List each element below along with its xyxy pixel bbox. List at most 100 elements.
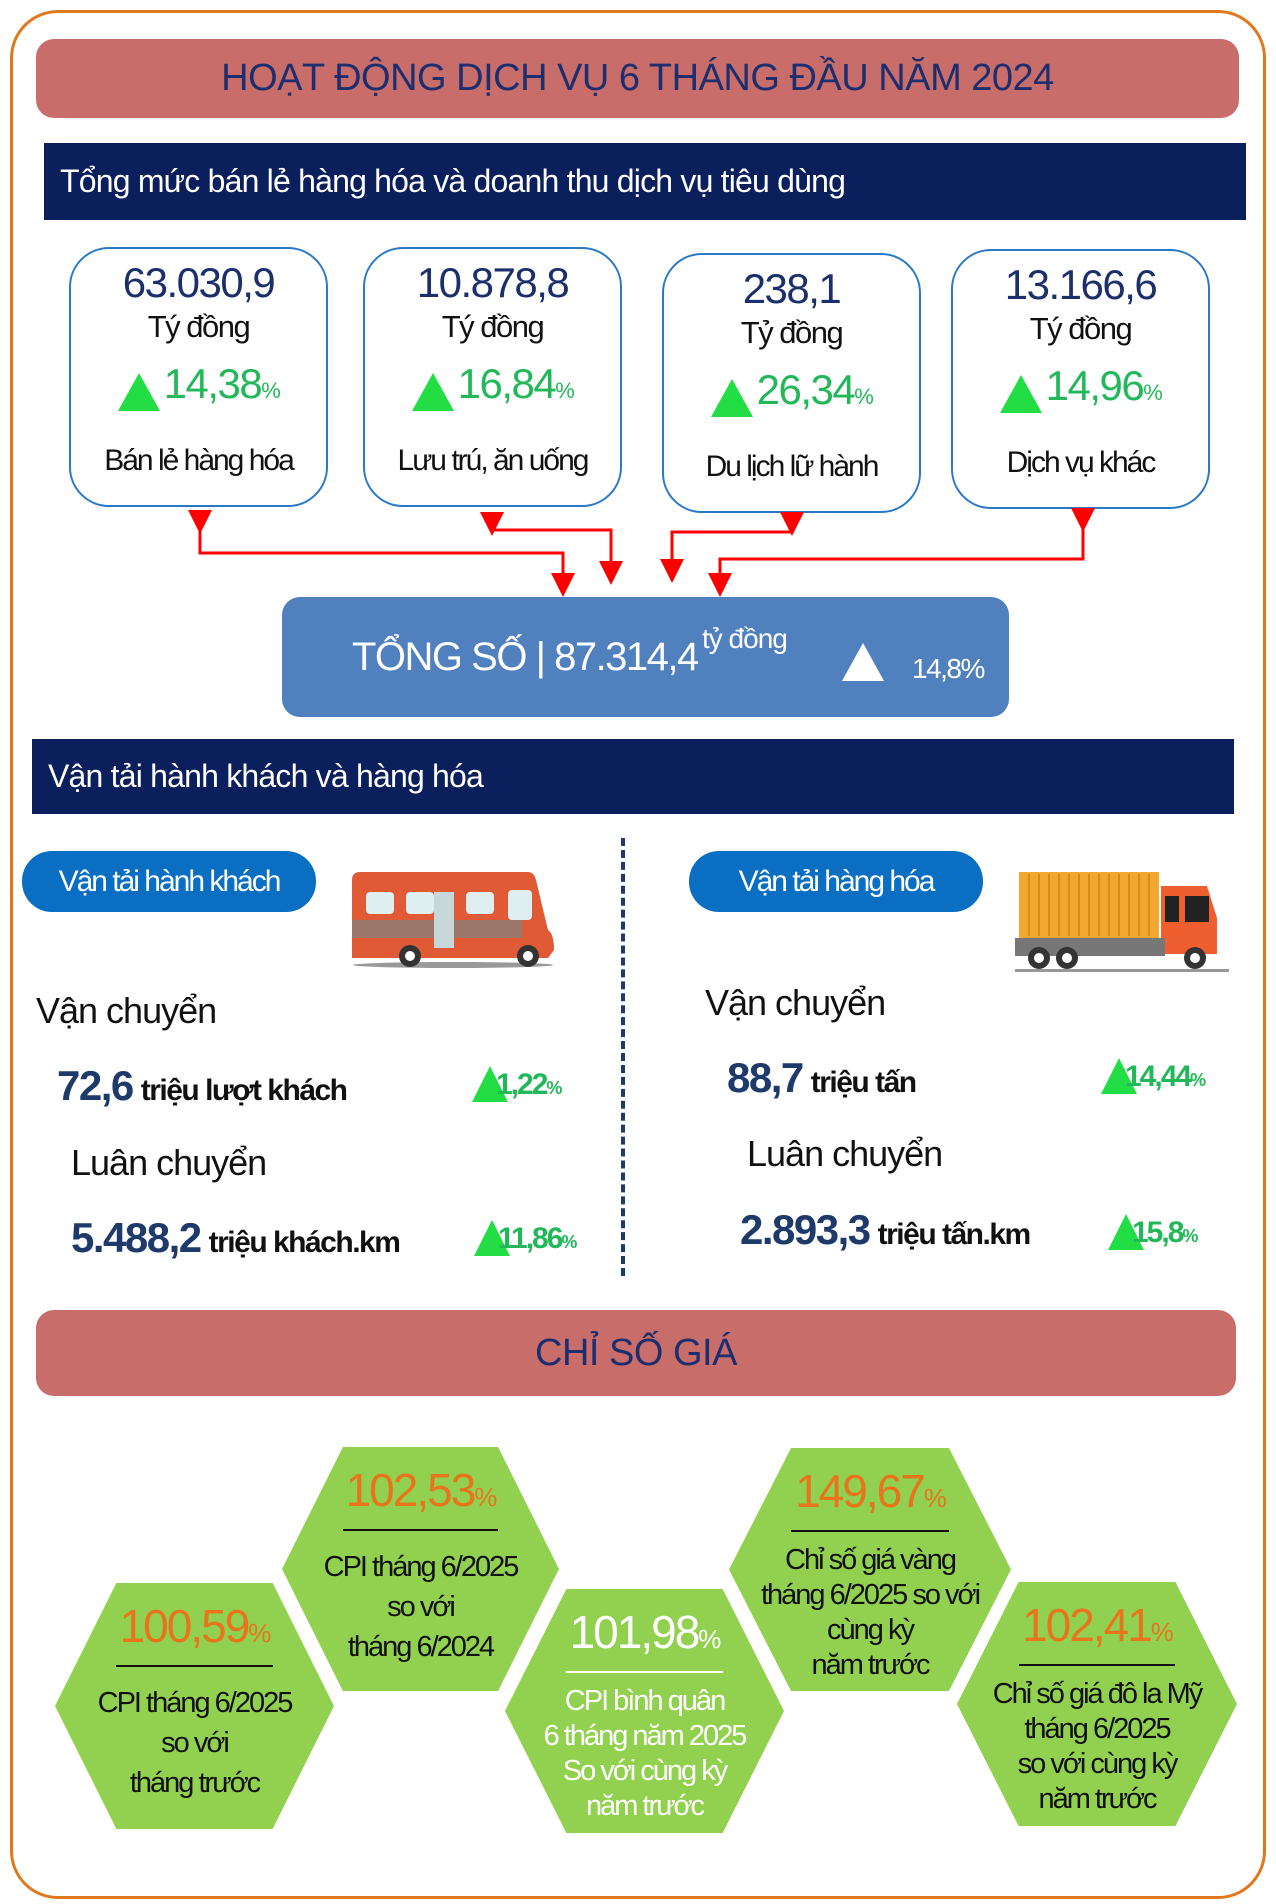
- transport-section-header: Vận tải hành khách và hàng hóa: [32, 739, 1234, 814]
- pct-sign: %: [1182, 1226, 1198, 1246]
- divider: [1018, 1664, 1176, 1666]
- freight-rotation-unit: triệu tấn.km: [877, 1218, 1032, 1251]
- freight-carry-unit: triệu tấn: [810, 1066, 917, 1099]
- divider: [791, 1530, 949, 1532]
- up-triangle-icon: [999, 375, 1042, 413]
- transport-section-title: Vận tải hành khách và hàng hóa: [48, 758, 484, 794]
- hex-desc-line: tháng 6/2024: [347, 1631, 495, 1663]
- passenger-carry-value: 72,6: [57, 1062, 134, 1109]
- arrow-accommodation: [480, 512, 623, 585]
- card-unit: Tỷ đồng: [740, 315, 844, 350]
- connector-arrows: [188, 508, 1095, 597]
- pct-sign: %: [698, 1624, 721, 1654]
- up-triangle-icon: [474, 1220, 510, 1256]
- card-value: 238,1: [742, 265, 842, 312]
- divider: [116, 1665, 273, 1667]
- up-triangle-icon: [472, 1066, 508, 1102]
- pct-sign: %: [1150, 1617, 1174, 1647]
- freight-transport-pill: Vận tải hàng hóa: [689, 851, 983, 912]
- freight-rotation-change: 15,8%: [1108, 1214, 1198, 1250]
- pct-sign: %: [546, 1078, 562, 1098]
- other-services-card: 13.166,6 Tý đồng 14,96% Dịch vụ khác: [951, 249, 1210, 509]
- pct-sign: %: [854, 384, 874, 409]
- arrow-other: [708, 508, 1095, 597]
- passenger-rotation-row: 5.488,2 triệu khách.km: [71, 1214, 401, 1262]
- hex-desc-line: tháng 6/2025: [1024, 1713, 1171, 1745]
- pct-sign: %: [555, 378, 575, 403]
- freight-carry-value: 88,7: [727, 1054, 804, 1101]
- up-triangle-icon: [411, 373, 454, 411]
- hex-desc-line: so với: [161, 1727, 230, 1759]
- accommodation-card: 10.878,8 Tý đồng 16,84% Lưu trú, ăn uống: [363, 247, 622, 507]
- retail-section-header: Tổng mức bán lẻ hàng hóa và doanh thu dị…: [44, 143, 1246, 220]
- hex-value: 101,98: [569, 1606, 701, 1658]
- pct-sign: %: [1143, 380, 1163, 405]
- total-change: 14,8%: [912, 653, 985, 684]
- up-triangle-icon: [710, 379, 753, 417]
- passenger-rotation-value: 5.488,2: [71, 1214, 202, 1261]
- card-change: 26,34: [756, 366, 856, 413]
- card-change: 14,96: [1045, 362, 1145, 409]
- passenger-rotation-change: 11,86%: [474, 1220, 577, 1256]
- cpi-average-hexagon: 101,98% CPI bình quân 6 tháng năm 2025 So …: [505, 1589, 784, 1833]
- total-unit: tỷ đồng: [702, 623, 788, 654]
- change-value: 15,8: [1132, 1216, 1184, 1249]
- cpi-month-hexagon: 100,59% CPI tháng 6/2025 so với tháng trướ…: [55, 1583, 334, 1829]
- price-section-title: CHỈ SỐ GIÁ: [535, 1331, 737, 1374]
- up-triangle-icon: [117, 373, 160, 411]
- freight-carry-label: Vận chuyển: [705, 982, 886, 1023]
- up-triangle-icon: [1101, 1058, 1137, 1094]
- hex-desc-line: CPI tháng 6/2025: [97, 1687, 294, 1719]
- change-value: 11,86: [498, 1222, 563, 1255]
- total-value: TỔNG SỐ | 87.314,4: [352, 635, 699, 679]
- freight-rotation-row: 2.893,3 triệu tấn.km: [740, 1206, 1032, 1254]
- page-frame: [10, 10, 1266, 1899]
- pct-sign: %: [248, 1618, 271, 1648]
- hex-value: 102,53: [345, 1464, 477, 1516]
- pct-sign: %: [1190, 1070, 1206, 1090]
- freight-rotation-label: Luân chuyển: [747, 1133, 943, 1174]
- divider: [342, 1529, 499, 1531]
- hex-desc-line: 6 tháng năm 2025: [543, 1720, 748, 1752]
- hex-desc-line: So với cùng kỳ: [562, 1755, 728, 1787]
- gold-price-hexagon: 149,67% Chỉ số giá vàng tháng 6/2025 so v…: [729, 1448, 1011, 1691]
- divider: [566, 1671, 723, 1673]
- arrow-travel: [660, 512, 804, 583]
- retail-card: 63.030,9 Tý đồng 14,38% Bán lẻ hàng hóa: [69, 247, 328, 507]
- hex-desc-line: Chỉ số giá đô la Mỹ: [992, 1678, 1204, 1710]
- card-label: Lưu trú, ăn uống: [397, 444, 590, 477]
- card-value: 13.166,6: [1004, 261, 1158, 308]
- passenger-carry-change: 1,22%: [472, 1066, 562, 1102]
- change-value: 14,44: [1125, 1060, 1192, 1093]
- card-unit: Tý đồng: [1029, 311, 1133, 346]
- passenger-rotation-label: Luân chuyển: [71, 1142, 267, 1183]
- hex-desc-line: năm trước: [585, 1790, 705, 1822]
- column-divider: [621, 838, 625, 1276]
- pill-label: Vận tải hành khách: [58, 864, 282, 898]
- hex-desc-line: CPI tháng 6/2025: [323, 1551, 520, 1583]
- card-label: Dịch vụ khác: [1006, 446, 1157, 479]
- passenger-transport-pill: Vận tải hành khách: [22, 851, 316, 912]
- card-value: 10.878,8: [416, 259, 570, 306]
- card-change: 14,38: [163, 360, 263, 407]
- freight-rotation-value: 2.893,3: [740, 1206, 871, 1253]
- pct-sign: %: [261, 378, 281, 403]
- hex-desc-line: Chỉ số giá vàng: [785, 1544, 957, 1576]
- card-unit: Tý đồng: [147, 309, 251, 344]
- hex-desc-line: so với cùng kỳ: [1017, 1748, 1179, 1780]
- freight-carry-row: 88,7 triệu tấn: [727, 1054, 917, 1102]
- hex-value: 100,59: [119, 1600, 251, 1652]
- card-value: 63.030,9: [122, 259, 276, 306]
- hex-desc-line: năm trước: [1038, 1783, 1157, 1815]
- pill-label: Vận tải hàng hóa: [738, 864, 936, 898]
- hex-desc-line: so với: [387, 1591, 456, 1623]
- page-title: HOẠT ĐỘNG DỊCH VỤ 6 THÁNG ĐẦU NĂM 2024: [221, 57, 1054, 99]
- total-box: TỔNG SỐ | 87.314,4 tỷ đồng 14,8%: [282, 597, 1009, 717]
- truck-icon: [1015, 872, 1229, 972]
- passenger-carry-unit: triệu lượt khách: [140, 1074, 348, 1107]
- passenger-carry-label: Vận chuyển: [36, 990, 217, 1031]
- passenger-carry-row: 72,6 triệu lượt khách: [57, 1062, 348, 1110]
- hex-desc-line: cùng kỳ: [827, 1614, 915, 1646]
- pct-sign: %: [474, 1482, 497, 1512]
- hex-value: 149,67: [795, 1465, 926, 1517]
